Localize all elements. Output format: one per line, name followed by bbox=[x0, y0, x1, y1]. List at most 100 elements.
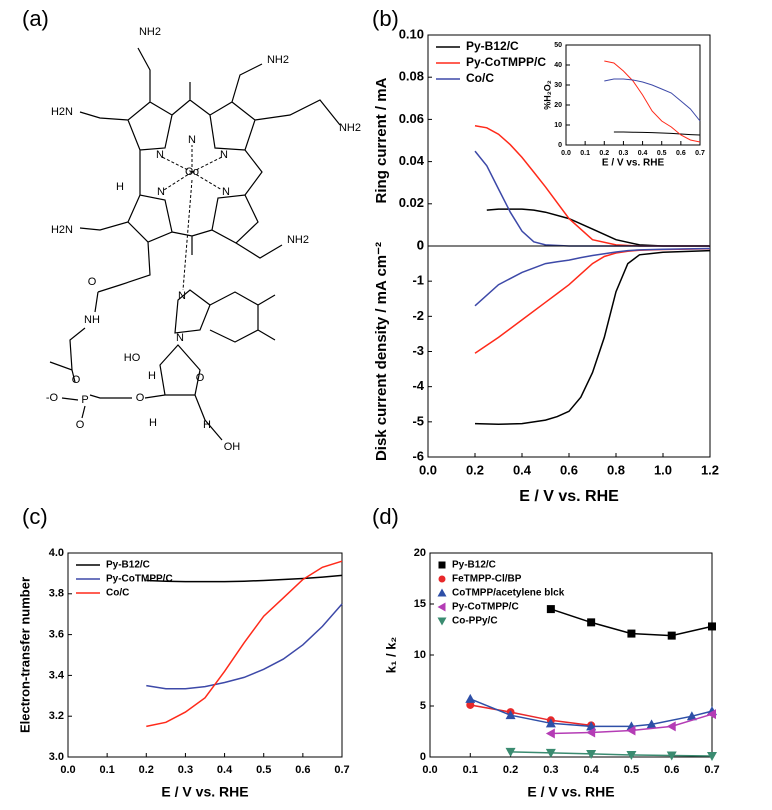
marker bbox=[438, 575, 446, 583]
atom-label: H bbox=[149, 417, 157, 429]
legend-label: Py-CoTMPP/C bbox=[452, 602, 519, 613]
y-tick-label: -5 bbox=[412, 413, 424, 428]
y-axis-label: %H₂O₂ bbox=[542, 80, 552, 110]
marker bbox=[708, 622, 716, 631]
y-tick-label: 20 bbox=[554, 102, 562, 109]
plot-frame bbox=[565, 44, 701, 146]
x-axis-label: E / V vs. RHE bbox=[519, 488, 619, 505]
series-line bbox=[474, 247, 711, 307]
plot-frame bbox=[427, 245, 711, 458]
marker bbox=[465, 693, 476, 703]
atom-label: H bbox=[203, 419, 211, 431]
x-tick-label: 0.6 bbox=[676, 150, 686, 157]
panel-label: (c) bbox=[22, 504, 48, 529]
marker bbox=[545, 728, 555, 739]
x-tick-label: 0.4 bbox=[583, 764, 599, 776]
series-line bbox=[474, 150, 710, 247]
marker bbox=[666, 751, 677, 761]
atom-label: H bbox=[116, 181, 124, 193]
x-tick-label: 0.4 bbox=[513, 462, 532, 477]
x-tick-label: 0.7 bbox=[704, 764, 719, 776]
marker bbox=[505, 710, 516, 720]
panel-label: (d) bbox=[372, 504, 399, 529]
x-tick-label: 0.4 bbox=[638, 150, 648, 157]
fit-line bbox=[470, 698, 713, 728]
atom-label: N bbox=[156, 149, 164, 161]
y-tick-label: 3.2 bbox=[49, 710, 64, 722]
marker bbox=[667, 631, 676, 640]
atom-label: H2N bbox=[51, 106, 73, 118]
x-tick-label: 0.0 bbox=[419, 462, 437, 477]
x-axis-label: E / V vs. RHE bbox=[527, 784, 614, 800]
y-tick-label: -6 bbox=[412, 448, 424, 463]
legend-label: Py-B12/C bbox=[106, 560, 150, 571]
y-tick-label: 10 bbox=[414, 649, 426, 661]
atom-label: NH2 bbox=[287, 234, 309, 246]
y-tick-label: -2 bbox=[412, 308, 424, 323]
plot-frame bbox=[67, 552, 343, 758]
marker bbox=[437, 602, 446, 612]
x-tick-label: 0.7 bbox=[334, 764, 349, 776]
x-tick-label: 0.0 bbox=[422, 764, 437, 776]
marker bbox=[438, 561, 446, 569]
x-tick-label: 0.2 bbox=[599, 150, 609, 157]
x-tick-label: 0.3 bbox=[178, 764, 193, 776]
atom-label: NH bbox=[84, 314, 100, 326]
y-tick-label: 3.4 bbox=[49, 669, 65, 681]
legend-label: Co/C bbox=[466, 71, 494, 85]
x-tick-label: 0.6 bbox=[295, 764, 310, 776]
atom-label: NH2 bbox=[139, 26, 161, 38]
fit-line bbox=[510, 751, 713, 757]
x-tick-label: 0.0 bbox=[60, 764, 75, 776]
panel-label: (b) bbox=[372, 6, 399, 31]
atom-label: NH2 bbox=[339, 122, 361, 134]
y-tick-label: 0 bbox=[420, 751, 426, 763]
y-axis-label: Disk current density / mA cm⁻² bbox=[373, 242, 390, 461]
atom-label: N bbox=[222, 186, 230, 198]
y-axis-label: Electron-transfer number bbox=[17, 577, 32, 733]
marker bbox=[546, 605, 555, 614]
atom-label: NH2 bbox=[267, 54, 289, 66]
y-tick-label: 0 bbox=[417, 237, 424, 252]
y-tick-label: 0.06 bbox=[399, 111, 424, 126]
marker bbox=[586, 721, 597, 731]
y-tick-label: 10 bbox=[554, 122, 562, 129]
y-tick-label: 3.0 bbox=[49, 751, 64, 763]
marker bbox=[505, 747, 516, 757]
marker bbox=[626, 725, 636, 736]
marker bbox=[587, 618, 596, 627]
legend-label: Py-B12/C bbox=[452, 560, 496, 571]
atom-label: O bbox=[72, 374, 81, 386]
marker bbox=[707, 709, 716, 720]
legend-label: FeTMPP-Cl/BP bbox=[452, 574, 522, 585]
y-tick-label: -4 bbox=[412, 378, 424, 393]
atom-label: OH bbox=[224, 441, 241, 453]
y-tick-label: -1 bbox=[412, 273, 424, 288]
x-tick-label: 0.4 bbox=[217, 764, 233, 776]
x-tick-label: 0.6 bbox=[664, 764, 679, 776]
y-tick-label: 0.08 bbox=[399, 69, 424, 84]
series-line bbox=[474, 124, 710, 247]
y-tick-label: 15 bbox=[414, 598, 426, 610]
series-line bbox=[146, 574, 343, 583]
atom-label: N bbox=[157, 186, 165, 198]
series-line bbox=[474, 248, 711, 354]
atom-label: N bbox=[188, 134, 196, 146]
series-line bbox=[604, 78, 701, 122]
marker bbox=[545, 718, 556, 728]
x-tick-label: 0.2 bbox=[139, 764, 154, 776]
marker bbox=[707, 751, 717, 761]
atom-label: H2N bbox=[51, 224, 73, 236]
atom-label: HO bbox=[124, 352, 141, 364]
x-tick-label: 0.7 bbox=[695, 150, 705, 157]
atom-label: N bbox=[220, 149, 228, 161]
y-tick-label: 0.10 bbox=[399, 26, 424, 41]
y-tick-label: 0 bbox=[558, 142, 562, 149]
x-axis-label: E / V vs. RHE bbox=[161, 784, 248, 800]
series-line bbox=[604, 60, 701, 143]
atom-label: N bbox=[176, 332, 184, 344]
y-tick-label: 4.0 bbox=[49, 547, 64, 559]
atom-label: Co bbox=[185, 166, 199, 178]
atom-label: O bbox=[88, 276, 97, 288]
y-tick-label: 5 bbox=[420, 700, 426, 712]
